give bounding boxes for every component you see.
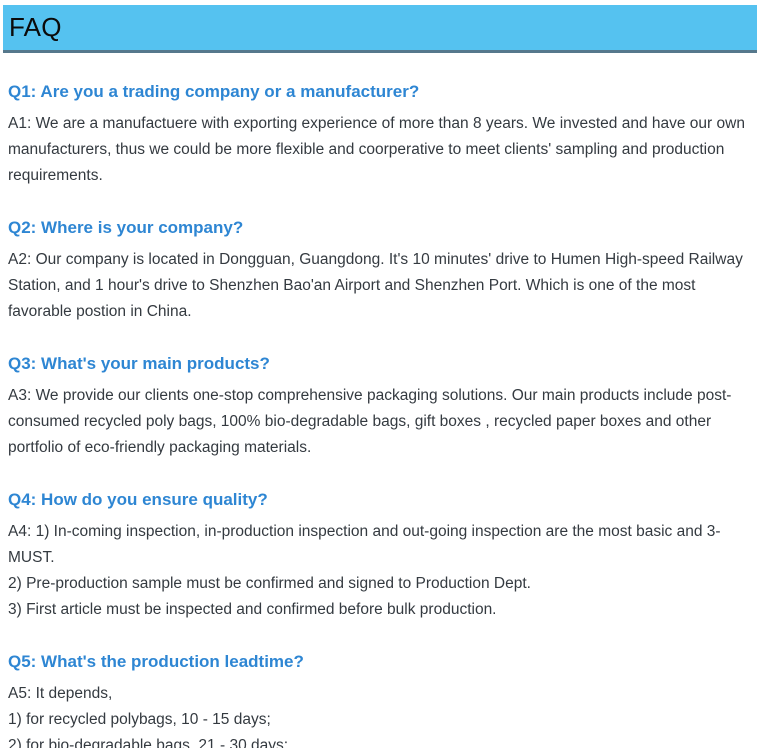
page-title: FAQ xyxy=(9,12,62,42)
faq-answer-line: 2) Pre-production sample must be confirm… xyxy=(8,575,531,592)
faq-answer-line: 2) for bio-degradable bags, 21 - 30 days… xyxy=(8,737,289,748)
faq-content: Q1: Are you a trading company or a manuf… xyxy=(0,82,765,748)
faq-item: Q3: What's your main products? A3: We pr… xyxy=(8,354,755,461)
faq-question: Q4: How do you ensure quality? xyxy=(8,490,268,509)
faq-item: Q4: How do you ensure quality? A4: 1) In… xyxy=(8,490,755,623)
faq-answer-line: A2: Our company is located in Dongguan, … xyxy=(8,251,743,320)
faq-answer-line: A3: We provide our clients one-stop comp… xyxy=(8,387,732,456)
faq-answer-line: 1) for recycled polybags, 10 - 15 days; xyxy=(8,711,271,728)
faq-question: Q5: What's the production leadtime? xyxy=(8,652,304,671)
faq-question: Q1: Are you a trading company or a manuf… xyxy=(8,82,420,101)
faq-item: Q1: Are you a trading company or a manuf… xyxy=(8,82,755,189)
faq-answer-line: A1: We are a manufactuere with exporting… xyxy=(8,115,745,184)
faq-item: Q5: What's the production leadtime? A5: … xyxy=(8,652,755,748)
faq-question: Q2: Where is your company? xyxy=(8,218,244,237)
faq-item: Q2: Where is your company? A2: Our compa… xyxy=(8,218,755,325)
faq-answer-line: A5: It depends, xyxy=(8,685,113,702)
faq-answer-line: A4: 1) In-coming inspection, in-producti… xyxy=(8,523,721,566)
faq-question: Q3: What's your main products? xyxy=(8,354,270,373)
faq-answer-line: 3) First article must be inspected and c… xyxy=(8,601,497,618)
faq-header-bar: FAQ xyxy=(3,5,757,53)
